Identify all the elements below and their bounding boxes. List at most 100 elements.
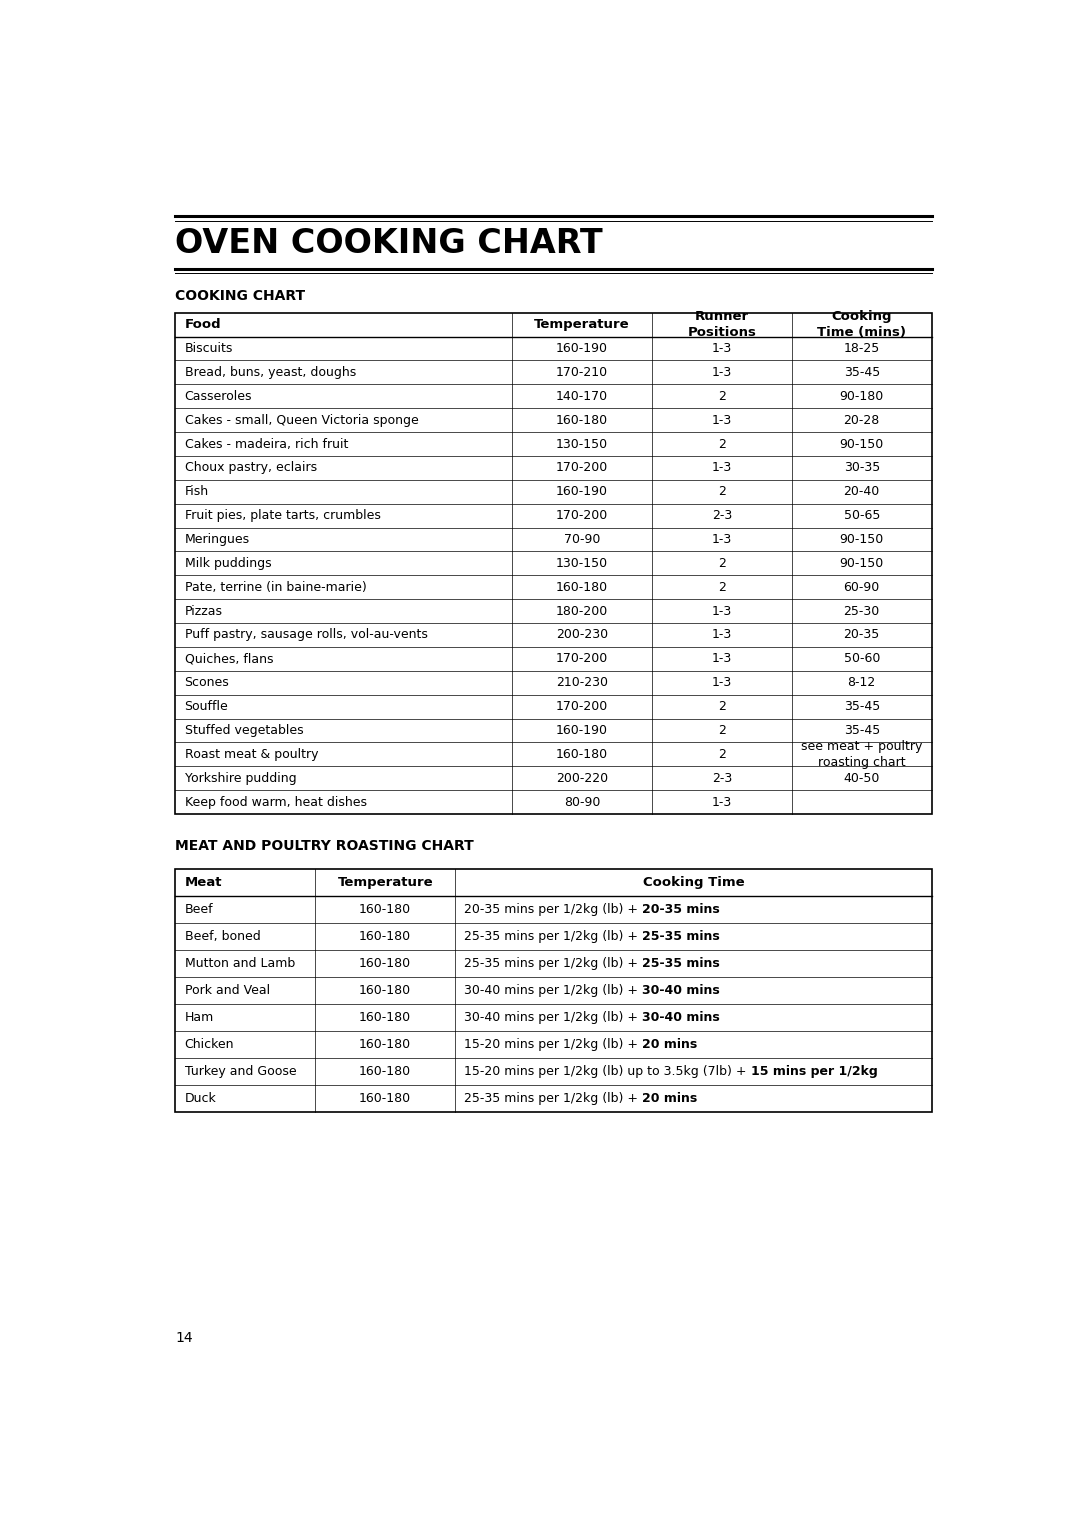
Text: 1-3: 1-3 (712, 414, 732, 426)
Text: Scones: Scones (185, 677, 229, 689)
Text: Chicken: Chicken (185, 1038, 234, 1051)
Text: 25-35 mins: 25-35 mins (643, 931, 720, 943)
Text: 20-35 mins: 20-35 mins (643, 903, 720, 917)
Text: 160-180: 160-180 (360, 903, 411, 917)
Text: 80-90: 80-90 (564, 796, 600, 808)
Text: 1-3: 1-3 (712, 652, 732, 665)
Text: 15-20 mins per 1/2kg (lb) +: 15-20 mins per 1/2kg (lb) + (464, 1038, 643, 1051)
Text: Casseroles: Casseroles (185, 390, 252, 403)
Text: 2-3: 2-3 (712, 772, 732, 785)
Text: 200-220: 200-220 (556, 772, 608, 785)
Text: 160-180: 160-180 (360, 1012, 411, 1024)
Text: Souffle: Souffle (185, 700, 228, 714)
Text: 130-150: 130-150 (556, 556, 608, 570)
Text: 25-35 mins: 25-35 mins (643, 957, 720, 970)
Text: 160-180: 160-180 (556, 414, 608, 426)
Text: 2: 2 (718, 747, 726, 761)
Text: Turkey and Goose: Turkey and Goose (185, 1065, 296, 1079)
Text: Pork and Veal: Pork and Veal (185, 984, 270, 998)
Text: 2: 2 (718, 724, 726, 736)
Text: 20-28: 20-28 (843, 414, 880, 426)
Text: 20-35: 20-35 (843, 628, 880, 642)
Text: COOKING CHART: COOKING CHART (175, 289, 306, 303)
Text: 2: 2 (718, 486, 726, 498)
Text: 180-200: 180-200 (556, 605, 608, 617)
Text: 160-180: 160-180 (360, 1093, 411, 1105)
Text: 2: 2 (718, 437, 726, 451)
Text: OVEN COOKING CHART: OVEN COOKING CHART (175, 228, 603, 260)
Text: Beef, boned: Beef, boned (185, 931, 260, 943)
Text: 25-35 mins per 1/2kg (lb) +: 25-35 mins per 1/2kg (lb) + (464, 931, 643, 943)
Text: 90-150: 90-150 (839, 533, 883, 545)
Text: Pate, terrine (in baine-marie): Pate, terrine (in baine-marie) (185, 581, 366, 594)
Text: 160-180: 160-180 (360, 957, 411, 970)
Text: Fish: Fish (185, 486, 208, 498)
Text: 20-35 mins per 1/2kg (lb) +: 20-35 mins per 1/2kg (lb) + (464, 903, 643, 917)
Text: 1-3: 1-3 (712, 365, 732, 379)
Text: 20-40: 20-40 (843, 486, 880, 498)
Text: see meat + poultry
roasting chart: see meat + poultry roasting chart (801, 740, 922, 769)
Text: Temperature: Temperature (337, 877, 433, 889)
Text: 40-50: 40-50 (843, 772, 880, 785)
Text: 160-180: 160-180 (360, 1065, 411, 1079)
Text: 160-180: 160-180 (556, 747, 608, 761)
Text: Cooking
Time (mins): Cooking Time (mins) (818, 310, 906, 339)
Text: Quiches, flans: Quiches, flans (185, 652, 273, 665)
Text: 25-35 mins per 1/2kg (lb) +: 25-35 mins per 1/2kg (lb) + (464, 957, 643, 970)
Text: Fruit pies, plate tarts, crumbles: Fruit pies, plate tarts, crumbles (185, 509, 380, 523)
Text: 35-45: 35-45 (843, 724, 880, 736)
Text: 160-180: 160-180 (360, 984, 411, 998)
Text: 8-12: 8-12 (848, 677, 876, 689)
Text: Duck: Duck (185, 1093, 216, 1105)
Text: 50-60: 50-60 (843, 652, 880, 665)
Text: 170-200: 170-200 (556, 461, 608, 474)
Text: Choux pastry, eclairs: Choux pastry, eclairs (185, 461, 316, 474)
Text: 2: 2 (718, 700, 726, 714)
Text: 90-150: 90-150 (839, 556, 883, 570)
Text: Ham: Ham (185, 1012, 214, 1024)
Text: 160-190: 160-190 (556, 486, 608, 498)
Text: 1-3: 1-3 (712, 628, 732, 642)
Text: 30-40 mins per 1/2kg (lb) +: 30-40 mins per 1/2kg (lb) + (464, 984, 643, 998)
Text: 30-40 mins: 30-40 mins (643, 984, 720, 998)
Text: 2: 2 (718, 556, 726, 570)
Text: Stuffed vegetables: Stuffed vegetables (185, 724, 303, 736)
Text: 170-200: 170-200 (556, 652, 608, 665)
Text: 60-90: 60-90 (843, 581, 880, 594)
Text: 15-20 mins per 1/2kg (lb) up to 3.5kg (7lb) +: 15-20 mins per 1/2kg (lb) up to 3.5kg (7… (464, 1065, 751, 1079)
Text: 14: 14 (175, 1331, 193, 1345)
Text: 90-150: 90-150 (839, 437, 883, 451)
Text: 18-25: 18-25 (843, 342, 880, 354)
Text: 90-180: 90-180 (839, 390, 883, 403)
Bar (175, 869, 932, 1112)
Text: Meat: Meat (185, 877, 222, 889)
Text: 35-45: 35-45 (843, 700, 880, 714)
Bar (175, 313, 932, 814)
Text: 25-30: 25-30 (843, 605, 880, 617)
Text: 50-65: 50-65 (843, 509, 880, 523)
Text: Mutton and Lamb: Mutton and Lamb (185, 957, 295, 970)
Text: Milk puddings: Milk puddings (185, 556, 271, 570)
Text: Runner
Positions: Runner Positions (687, 310, 756, 339)
Text: 1-3: 1-3 (712, 677, 732, 689)
Text: Temperature: Temperature (534, 318, 630, 332)
Text: Yorkshire pudding: Yorkshire pudding (185, 772, 296, 785)
Text: Puff pastry, sausage rolls, vol-au-vents: Puff pastry, sausage rolls, vol-au-vents (185, 628, 428, 642)
Text: 210-230: 210-230 (556, 677, 608, 689)
Text: Meringues: Meringues (185, 533, 249, 545)
Text: 170-210: 170-210 (556, 365, 608, 379)
Text: 170-200: 170-200 (556, 700, 608, 714)
Text: 140-170: 140-170 (556, 390, 608, 403)
Text: 25-35 mins per 1/2kg (lb) +: 25-35 mins per 1/2kg (lb) + (464, 1093, 643, 1105)
Text: Cakes - madeira, rich fruit: Cakes - madeira, rich fruit (185, 437, 348, 451)
Text: 200-230: 200-230 (556, 628, 608, 642)
Text: 2: 2 (718, 581, 726, 594)
Text: 35-45: 35-45 (843, 365, 880, 379)
Text: 130-150: 130-150 (556, 437, 608, 451)
Text: 2-3: 2-3 (712, 509, 732, 523)
Text: Keep food warm, heat dishes: Keep food warm, heat dishes (185, 796, 366, 808)
Text: 1-3: 1-3 (712, 605, 732, 617)
Text: Food: Food (185, 318, 221, 332)
Text: 160-190: 160-190 (556, 724, 608, 736)
Text: Cooking Time: Cooking Time (643, 877, 744, 889)
